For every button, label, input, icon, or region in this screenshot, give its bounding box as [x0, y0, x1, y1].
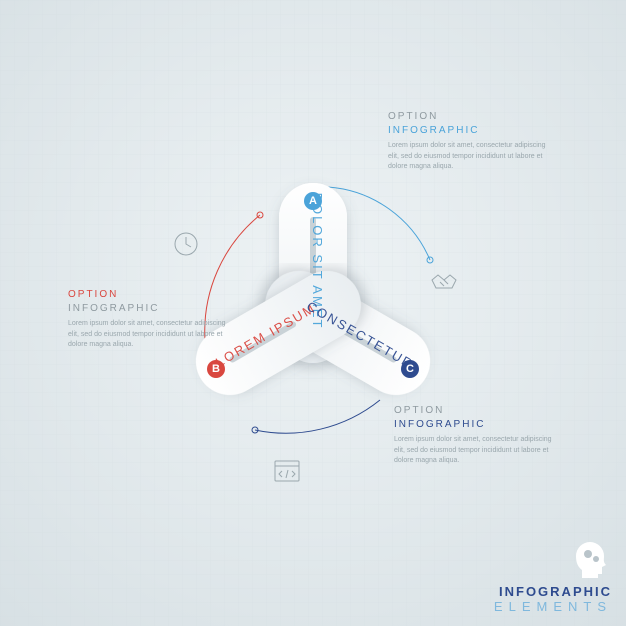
svg-text:B: B — [212, 363, 220, 375]
svg-text:A: A — [309, 195, 317, 207]
option-body-a: Lorem ipsum dolor sit amet, consectetur … — [388, 141, 558, 173]
badge-c: C — [401, 360, 419, 378]
badge-a: A — [304, 192, 322, 210]
badge-b: B — [207, 360, 225, 378]
option-block-c: OPTIONINFOGRAPHIC Lorem ipsum dolor sit … — [394, 404, 564, 467]
option-block-a: OPTIONINFOGRAPHIC Lorem ipsum dolor sit … — [388, 110, 558, 173]
svg-text:C: C — [406, 363, 414, 375]
head-gears-icon — [568, 538, 612, 582]
option-body-b: Lorem ipsum dolor sit amet, consectetur … — [68, 319, 238, 351]
infographic-canvas: DOLOR SIT AMET LOREM IPSUM CONSECTETUR A… — [0, 0, 626, 626]
option-block-b: OPTIONINFOGRAPHIC Lorem ipsum dolor sit … — [68, 288, 238, 351]
option-body-c: Lorem ipsum dolor sit amet, consectetur … — [394, 435, 564, 467]
footer-branding: INFOGRAPHIC ELEMENTS — [494, 584, 612, 614]
